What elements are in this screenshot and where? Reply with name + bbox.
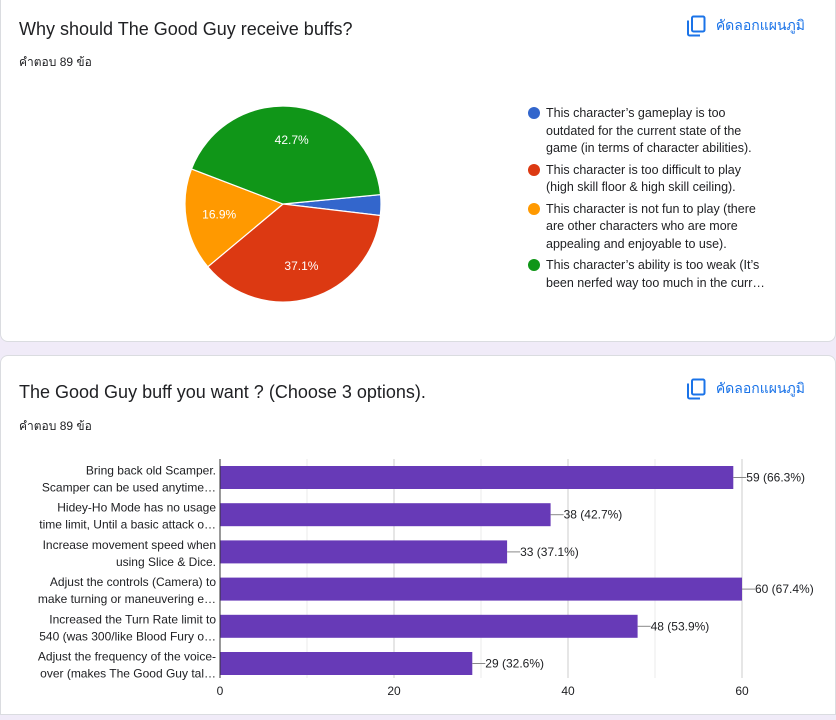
bar-value-label: 48 (53.9%) (651, 619, 710, 633)
x-tick-label: 20 (387, 684, 401, 698)
x-tick-label: 0 (217, 684, 224, 698)
pie-question-card: Why should The Good Guy receive buffs? ค… (0, 0, 836, 342)
bar (220, 466, 734, 489)
legend-swatch (528, 107, 540, 119)
category-label: Increased the Turn Rate limit to 540 (was… (39, 612, 216, 643)
bar-chart: 0 20 40 60 59 (66.3%) Bring back old Scamper.… (38, 459, 814, 698)
pie-slice-label: 16.9% (202, 208, 236, 222)
pie-slice-label: 37.1% (284, 259, 318, 273)
pie-legend: This character’s gameplay is too outdated… (528, 105, 788, 296)
pie-slice-label: 42.7% (275, 133, 309, 147)
category-label: Adjust the frequency of the voice-over (… (38, 650, 216, 681)
legend-item[interactable]: This character is not fun to play (there… (528, 201, 788, 254)
category-label: Adjust the controls (Camera) to make turn… (38, 575, 216, 606)
copy-chart-label: คัดลอกแผนภูมิ (715, 380, 805, 396)
copy-icon (686, 378, 706, 400)
bar-value-label: 33 (37.1%) (520, 545, 579, 559)
pie-slice (206, 203, 381, 303)
question-title: Why should The Good Guy receive buffs? (19, 19, 353, 39)
legend-label: This character is too difficult to play(… (546, 162, 741, 195)
bar-value-label: 60 (67.4%) (755, 582, 814, 596)
legend-label: This character is not fun to play (there… (546, 201, 756, 251)
copy-chart-button[interactable]: คัดลอกแผนภูมิ (686, 378, 805, 400)
pie-chart: 37.1% 16.9% 42.7% (184, 105, 384, 310)
legend-item[interactable]: This character’s ability is too weak (It… (528, 257, 788, 292)
bar-question-card: The Good Guy buff you want ? (Choose 3 o… (0, 355, 836, 715)
category-label: Hidey-Ho Mode has no usage time limit, Un… (39, 501, 216, 532)
legend-label: This character’s gameplay is too outdated… (546, 106, 752, 155)
legend-swatch (528, 163, 540, 176)
copy-icon (686, 15, 706, 37)
bar (220, 614, 638, 638)
bar-value-label: 38 (42.7%) (564, 508, 623, 522)
category-label: Bring back old Scamper. Scamper can be us… (42, 464, 216, 495)
pie-slice (184, 168, 285, 268)
legend-item[interactable]: This character’s gameplay is too outdated… (528, 105, 788, 158)
response-count: คำตอบ 89 ข้อ (19, 55, 92, 69)
legend-item[interactable]: This character is too difficult to play(… (528, 162, 788, 197)
bar-value-label: 29 (32.6%) (485, 657, 544, 671)
legend-swatch (528, 202, 540, 215)
x-tick-label: 60 (735, 684, 749, 698)
legend-label: This character’s ability is too weak (It… (546, 258, 765, 290)
bar-value-label: 59 (66.3%) (746, 471, 805, 485)
copy-chart-button[interactable]: คัดลอกแผนภูมิ (686, 15, 805, 37)
bar (220, 577, 742, 601)
pie-slice (190, 105, 382, 205)
legend-swatch (528, 259, 540, 271)
response-count: คำตอบ 89 ข้อ (19, 419, 92, 433)
bar (220, 652, 473, 675)
bar (220, 503, 551, 527)
bar (220, 540, 508, 564)
x-tick-label: 40 (561, 684, 575, 698)
question-title: The Good Guy buff you want ? (Choose 3 o… (19, 382, 426, 402)
copy-chart-label: คัดลอกแผนภูมิ (715, 17, 805, 33)
category-label: Increase movement speed when using Slice … (43, 538, 216, 569)
